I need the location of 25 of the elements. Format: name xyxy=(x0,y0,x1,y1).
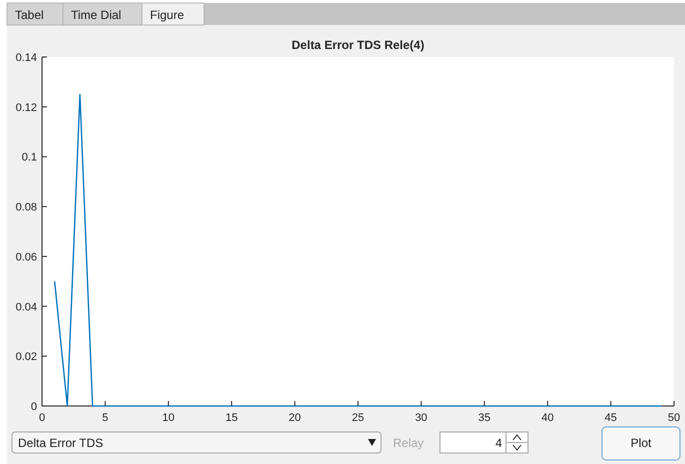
button: Plot xyxy=(602,426,680,460)
number-field: 4 xyxy=(440,432,528,454)
y-tick-label: 0.06 xyxy=(16,251,37,264)
x-tick-label: 10 xyxy=(162,412,175,424)
x-tick-label: 15 xyxy=(225,412,238,424)
x-tick-label: 5 xyxy=(102,412,108,424)
tab-strip: Tabel Time Dial Figure xyxy=(6,2,685,26)
x-tick-label: 40 xyxy=(541,412,554,424)
x-tick-label: 20 xyxy=(288,412,301,424)
x-tick-label: 0 xyxy=(38,412,46,424)
y-tick-label: 0.12 xyxy=(16,102,37,114)
x-tick-label: 25 xyxy=(352,412,364,424)
dropdown-field: Delta Error TDS xyxy=(12,432,382,454)
y-tick-label: 0.02 xyxy=(16,351,37,364)
x-tick-label: 30 xyxy=(415,412,428,424)
chart-title: Delta Error TDS Rele(4) xyxy=(292,38,424,52)
y-tick-label: 0.14 xyxy=(16,52,37,64)
x-tick-label: 35 xyxy=(478,412,491,424)
text: Relay xyxy=(393,436,424,450)
x-tick-label: 50 xyxy=(668,412,680,424)
x-tick-label: 45 xyxy=(604,412,617,424)
y-tick-label: 0.04 xyxy=(16,301,37,314)
y-tick-label: 0 xyxy=(30,401,37,413)
y-tick-label: 0.1 xyxy=(22,152,37,164)
y-tick-label: 0.08 xyxy=(16,202,37,214)
